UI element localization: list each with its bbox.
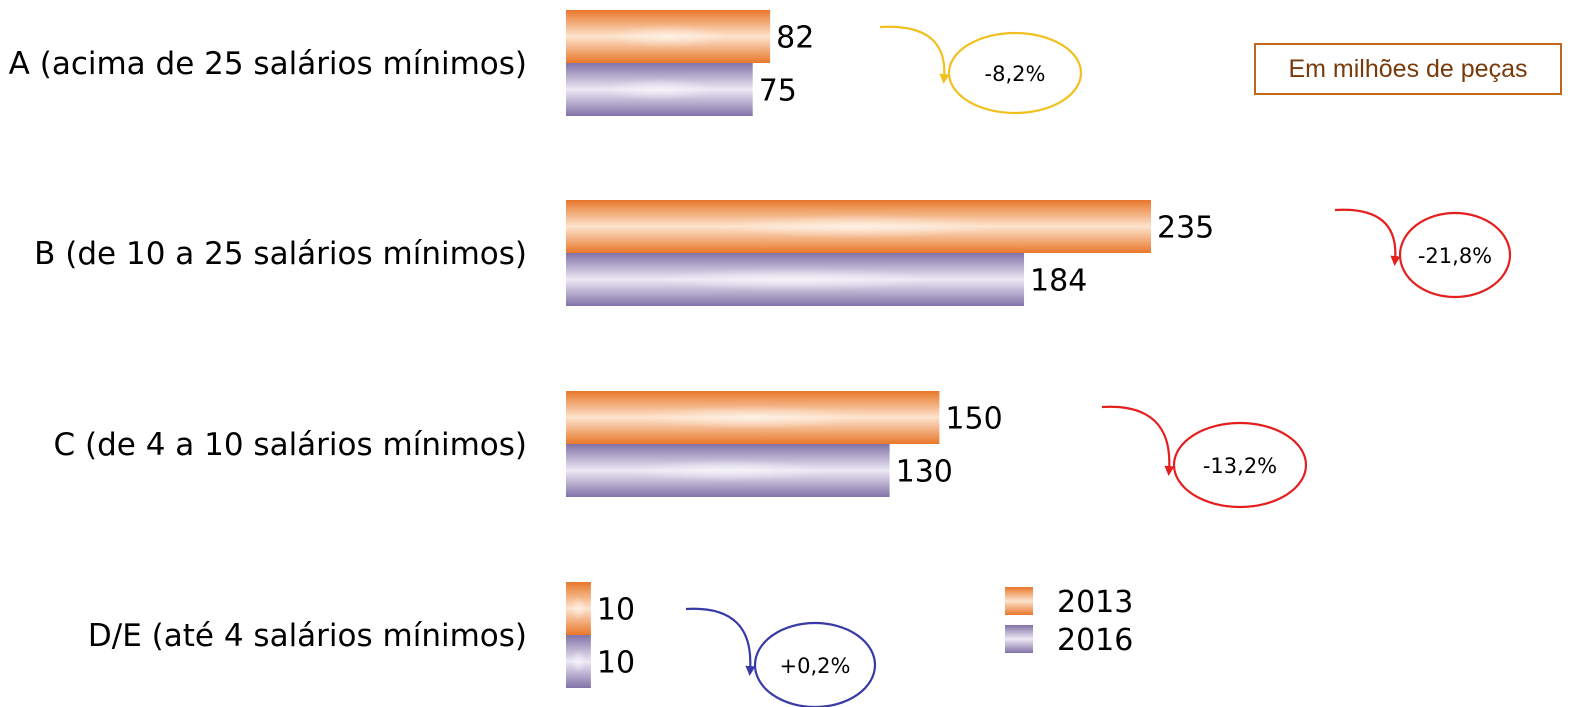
category-label-a: A (acima de 25 salários mínimos) (9, 46, 527, 82)
value-label-2016-b: 184 (1030, 264, 1087, 299)
change-ellipse-c (1172, 421, 1308, 509)
change-ellipse-de (753, 621, 877, 707)
bar-highlight-2013-b (718, 214, 999, 239)
change-label-a: -8,2% (985, 62, 1046, 86)
value-label-2013-de: 10 (597, 593, 635, 628)
value-label-2013-b: 235 (1157, 211, 1214, 246)
category-label-c: C (de 4 a 10 salários mínimos) (54, 427, 528, 463)
bars (566, 10, 1151, 688)
category-label-b: B (de 10 a 25 salários mínimos) (34, 236, 527, 272)
value-label-2016-a: 75 (759, 74, 797, 109)
change-ellipse-a (947, 31, 1083, 115)
change-arrow-de (685, 607, 756, 676)
change-ellipse-b (1398, 211, 1512, 299)
change-label-b: -21,8% (1418, 244, 1492, 268)
bar-highlight-2016-a (603, 77, 716, 102)
labels: A (acima de 25 salários mínimos) 82 75 B (d… (9, 21, 1215, 681)
bar-highlight-2013-de (570, 596, 586, 621)
legend-label-2013: 2013 (1057, 585, 1133, 620)
legend-swatch-2013 (1005, 587, 1033, 615)
value-label-2013-c: 150 (945, 402, 1002, 437)
change-arrow-c (1101, 405, 1175, 476)
bar-highlight-2013-c (640, 405, 865, 430)
unit-note: Em milhões de peças (1254, 43, 1562, 95)
change-label-de: +0,2% (780, 654, 851, 678)
change-arrow-b (1334, 208, 1401, 266)
bar-highlight-2013-a (606, 24, 730, 49)
value-label-2013-a: 82 (776, 21, 814, 56)
change-arrow-a (879, 25, 950, 84)
value-label-2016-c: 130 (896, 455, 953, 490)
legend-label-2016: 2016 (1057, 623, 1133, 658)
category-label-de: D/E (até 4 salários mínimos) (88, 618, 527, 654)
change-label-c: -13,2% (1203, 454, 1277, 478)
bar-highlight-2016-b (657, 267, 933, 292)
changes: -8,2% -21,8% -13,2% +0,2% (685, 25, 1512, 707)
bar-highlight-2016-de (570, 649, 586, 674)
bar-highlight-2016-c (630, 458, 825, 483)
legend-swatch-2016 (1005, 625, 1033, 653)
value-label-2016-de: 10 (597, 646, 635, 681)
